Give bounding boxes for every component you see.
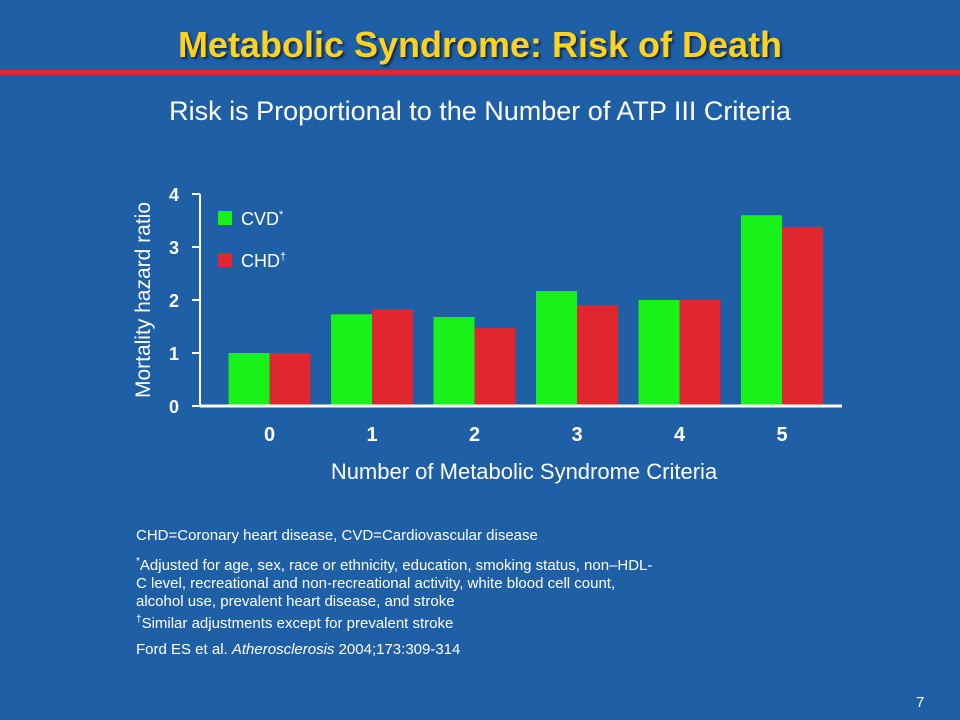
citation-details: 2004;173:309-314: [334, 641, 461, 658]
legend-label-chd: CHD†: [241, 251, 286, 271]
bar-chd-1: [372, 309, 413, 406]
x-axis-label: Number of Metabolic Syndrome Criteria: [331, 459, 718, 484]
citation-journal: Atherosclerosis: [231, 641, 335, 658]
bars: [228, 215, 823, 406]
x-tick-label: 4: [674, 424, 686, 446]
x-tick-label: 0: [264, 424, 275, 446]
chd-footnote: †Similar adjustments except for prevalen…: [136, 611, 656, 633]
bar-chd-2: [474, 328, 516, 406]
bar-cvd-0: [228, 353, 270, 406]
legend-swatch-cvd: [218, 211, 232, 225]
bar-chd-4: [679, 300, 721, 406]
bar-chd-0: [269, 353, 311, 406]
cvd-footnote: *Adjusted for age, sex, race or ethnicit…: [136, 553, 656, 611]
y-tick-label: 3: [169, 238, 179, 258]
bar-chd-3: [577, 305, 618, 406]
x-tick-label: 2: [469, 424, 480, 446]
slide-title: Metabolic Syndrome: Risk of Death: [177, 24, 783, 65]
citation: Ford ES et al. Atherosclerosis 2004;173:…: [136, 641, 656, 659]
x-tick-label: 1: [366, 424, 377, 446]
cvd-footnote-text: Adjusted for age, sex, race or ethnicity…: [136, 557, 653, 610]
y-axis: 0 1 2 3 4: [169, 185, 201, 417]
bar-cvd-1: [331, 314, 372, 406]
bar-cvd-3: [536, 290, 577, 406]
legend-marker-chd: †: [280, 251, 286, 263]
y-tick-label: 0: [169, 397, 179, 417]
title-divider: [0, 70, 960, 75]
y-tick-label: 4: [169, 185, 179, 205]
chd-footnote-text: Similar adjustments except for prevalent…: [141, 615, 454, 632]
y-tick-label: 2: [169, 291, 179, 311]
legend: CVD* CHD†: [218, 209, 286, 271]
y-tick-label: 1: [169, 344, 179, 364]
citation-authors: Ford ES et al.: [136, 641, 232, 658]
bar-cvd-5: [741, 215, 782, 406]
legend-swatch-chd: [218, 253, 232, 267]
x-tick-label: 5: [776, 424, 787, 446]
bar-chd-5: [782, 226, 823, 406]
legend-marker-cvd: *: [279, 209, 284, 221]
cvd-footnote-marker: *: [136, 556, 140, 567]
bar-cvd-2: [433, 316, 475, 406]
footnotes: CHD=Coronary heart disease, CVD=Cardiova…: [136, 527, 656, 659]
slide-subtitle: Risk is Proportional to the Number of AT…: [169, 96, 791, 126]
y-axis-label: Mortality hazard ratio: [132, 202, 155, 398]
chd-footnote-marker: †: [136, 614, 142, 625]
abbreviations-note: CHD=Coronary heart disease, CVD=Cardiova…: [136, 527, 538, 544]
page-number: 7: [916, 694, 925, 711]
x-tick-label: 3: [571, 424, 582, 446]
x-axis-ticks: 0 1 2 3 4 5: [200, 404, 842, 446]
legend-label-cvd: CVD*: [241, 209, 284, 229]
bar-cvd-4: [638, 300, 680, 406]
